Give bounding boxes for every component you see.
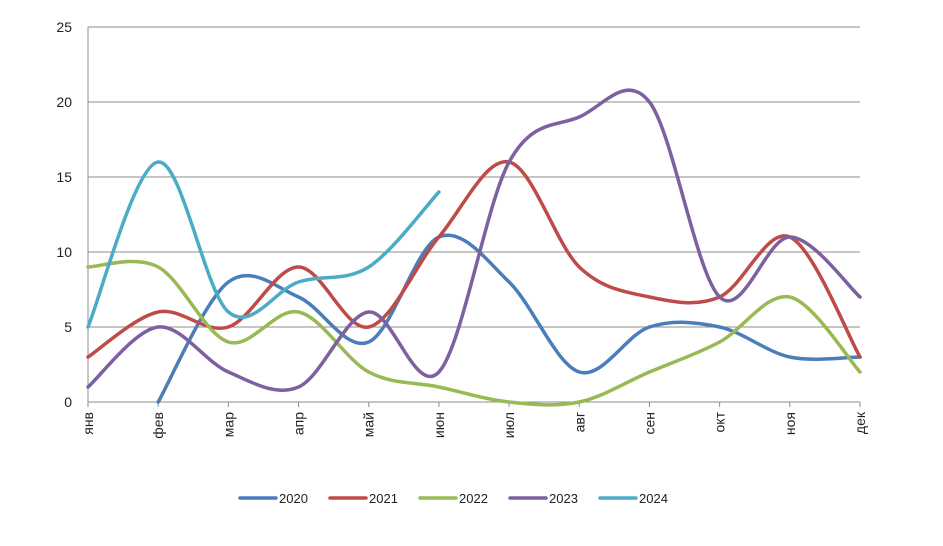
axes: 0 5 10 15 20 25 янв фев мар апр май июн июл авг сен окт…: [56, 19, 868, 439]
x-tick-label: дек: [852, 411, 868, 434]
legend-label: 2020: [279, 491, 308, 506]
legend-label: 2024: [639, 491, 668, 506]
x-tick-label: апр: [291, 412, 307, 435]
series-line-2022: [86, 259, 862, 407]
x-tick-label: июн: [431, 412, 447, 438]
series-line-2023: [86, 88, 862, 393]
series-line-2020: [156, 233, 862, 404]
x-tick-label: окт: [712, 411, 728, 432]
y-tick-label: 15: [56, 169, 72, 185]
gridlines: [88, 26, 860, 328]
y-tick-label: 0: [64, 394, 72, 410]
y-tick-label: 10: [56, 244, 72, 260]
x-tick-label: фев: [150, 412, 166, 439]
series-line-2024: [86, 160, 441, 329]
x-tick-label: май: [361, 412, 377, 437]
series-line-2021: [86, 160, 862, 359]
legend-label: 2023: [549, 491, 578, 506]
legend: 2020 2021 2022 2023 2024: [238, 491, 668, 506]
series-lines: [86, 88, 862, 407]
x-tick-label: янв: [80, 412, 96, 435]
x-tick-label: авг: [571, 412, 587, 432]
x-tick-label: мар: [220, 412, 236, 437]
x-tick-label: июл: [501, 412, 517, 438]
y-tick-label: 25: [56, 19, 72, 35]
legend-label: 2021: [369, 491, 398, 506]
x-tick-label: ноя: [782, 412, 798, 435]
legend-label: 2022: [459, 491, 488, 506]
x-tick-label: сен: [641, 412, 657, 435]
y-tick-label: 20: [56, 94, 72, 110]
y-tick-label: 5: [64, 319, 72, 335]
